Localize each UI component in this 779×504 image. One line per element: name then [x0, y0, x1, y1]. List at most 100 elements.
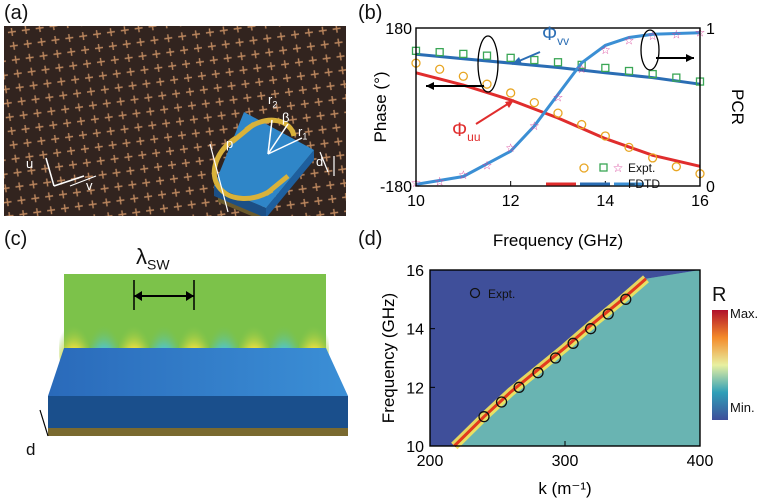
expt-star-marker: ☆	[458, 168, 469, 182]
slab-ground	[48, 428, 348, 436]
expt-star-marker: ☆	[529, 119, 540, 133]
phi-uu-arrowhead	[505, 100, 514, 108]
expt-star-marker: ☆	[600, 43, 611, 57]
label-d-a: d	[316, 154, 324, 169]
expt-circle-marker	[482, 79, 492, 89]
expt-point	[620, 293, 632, 305]
heatmap-shade	[454, 270, 700, 446]
panel-c-label: (c)	[4, 228, 28, 250]
colorbar-title: R	[712, 284, 727, 306]
x-tick-label: 16	[691, 193, 709, 210]
expt-star-marker: ☆	[624, 34, 635, 48]
expt-star-marker: ☆	[434, 174, 445, 188]
expt-circle-marker	[648, 153, 658, 163]
expt-point	[567, 337, 579, 349]
panel-a-label: (a)	[4, 2, 29, 24]
label-beta: β	[282, 110, 290, 125]
expt-circle-marker	[506, 88, 516, 98]
expt-point	[478, 411, 490, 423]
legend-expt-marker	[469, 287, 481, 299]
panel-d-label: (d)	[358, 228, 383, 250]
phi-uu-label: Φuu	[452, 120, 481, 144]
label-u: u	[26, 156, 34, 171]
unit-cell-right	[266, 150, 314, 216]
expt-point	[602, 308, 614, 320]
plot-frame	[415, 27, 701, 187]
x-tick-label: 14	[596, 193, 614, 210]
x-tick-label-d: 400	[687, 453, 714, 470]
right-axis-ellipse	[640, 29, 660, 71]
label-p: p	[226, 136, 234, 151]
series-line	[415, 31, 701, 186]
legend-fdtd-b: FDTD	[628, 177, 660, 191]
expt-point	[584, 323, 597, 335]
chart-d: 200 300 400 10 12 14 16 k (m⁻¹) Frequency (GHz)	[379, 263, 728, 498]
expt-circle-marker	[458, 71, 468, 81]
slab-front	[48, 396, 348, 428]
expt-circle-marker	[529, 97, 539, 108]
y2-axis-label: PCR	[728, 89, 747, 125]
legend-star: ☆	[613, 161, 624, 175]
expt-star-marker: ☆	[505, 141, 516, 155]
y-axis-label: Phase (°)	[371, 71, 390, 142]
x-axis-label: Frequency (GHz)	[493, 231, 623, 250]
label-d-c: d	[26, 440, 36, 459]
expt-square-marker	[506, 53, 515, 62]
expt-circle-marker	[553, 108, 563, 118]
x-axis-label-d: k (m⁻¹)	[538, 479, 591, 498]
x-tick-label: 12	[502, 193, 520, 210]
ring-resonator	[211, 135, 274, 201]
expt-square-marker	[553, 58, 563, 67]
x-tick-label-d: 300	[552, 453, 579, 470]
expt-circle-marker	[577, 119, 587, 130]
expt-point	[513, 381, 525, 393]
surface-wave-figure	[39, 274, 348, 437]
y-tick-label-d: 14	[406, 322, 424, 339]
colorbar-max: Max.	[730, 306, 759, 321]
panel-b-label: (b)	[358, 2, 383, 24]
expt-star-marker: ☆	[576, 62, 587, 76]
expt-circle-marker	[624, 142, 634, 153]
expt-circle-marker	[435, 64, 445, 74]
right-arrowhead	[686, 54, 694, 62]
label-r1: r1	[298, 124, 308, 142]
y-tick-label: 180	[385, 21, 412, 38]
y-tick-label-d: 16	[406, 263, 424, 280]
legend-circle	[579, 163, 589, 173]
colorbar	[712, 310, 728, 420]
expt-square-marker	[648, 69, 657, 79]
expt-square-marker	[435, 47, 444, 57]
expt-square-marker	[672, 73, 681, 82]
y-tick-label-d: 10	[406, 439, 424, 456]
y-axis-label-d: Frequency (GHz)	[379, 293, 398, 423]
x-tick-label: 10	[407, 193, 425, 210]
slab-top	[48, 348, 348, 396]
y2-tick-label: 0	[706, 179, 715, 196]
phi-vv-arrowhead	[512, 57, 522, 64]
expt-square-marker	[482, 51, 492, 60]
panel-a-photo	[4, 26, 346, 216]
expt-point	[532, 367, 544, 379]
expt-star-marker: ☆	[671, 27, 682, 41]
legend-square	[599, 163, 608, 172]
lambda-sw-label: λSW	[136, 244, 170, 273]
phi-vv-label: Φvv	[542, 24, 570, 48]
expt-star-marker: ☆	[553, 91, 564, 105]
legend-expt-b: Expt.	[628, 161, 656, 175]
expt-star-marker: ☆	[647, 29, 658, 43]
dispersion-curve	[453, 277, 647, 448]
label-r2: r2	[268, 92, 278, 110]
left-arrowhead	[426, 82, 434, 90]
expt-square-marker	[601, 63, 610, 73]
left-axis-ellipse	[477, 35, 499, 93]
x-tick-label-d: 200	[417, 453, 444, 470]
colorbar-min: Min.	[730, 400, 755, 415]
expt-circle-marker	[600, 131, 610, 141]
y-tick-label-d: 12	[406, 380, 424, 397]
y2-tick-label: 1	[706, 21, 715, 38]
expt-square-marker	[530, 55, 539, 65]
expt-point	[495, 396, 508, 408]
expt-square-marker	[459, 49, 468, 59]
legend-expt-d: Expt.	[488, 287, 516, 301]
chart-b: ☆ ☆ ☆☆☆☆☆☆☆☆ ☆ ☆ ☆10 12 14 16180-18010Frequency …	[371, 21, 747, 250]
